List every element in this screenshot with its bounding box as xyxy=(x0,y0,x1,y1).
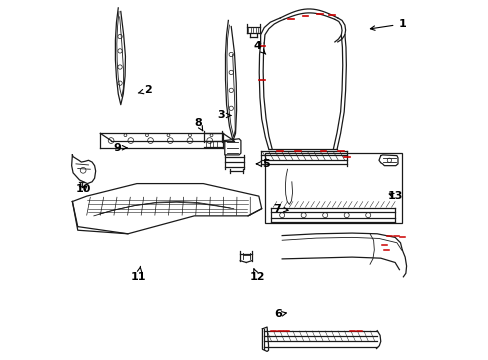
Text: 3: 3 xyxy=(217,111,230,121)
Text: 12: 12 xyxy=(249,269,264,282)
Text: 8: 8 xyxy=(194,118,203,131)
Text: 13: 13 xyxy=(386,191,402,201)
Text: 1: 1 xyxy=(369,19,406,30)
Text: 7: 7 xyxy=(273,204,287,214)
FancyBboxPatch shape xyxy=(265,153,401,223)
Text: 5: 5 xyxy=(256,159,269,169)
Text: 6: 6 xyxy=(274,310,286,319)
Text: 9: 9 xyxy=(113,143,127,153)
Text: 11: 11 xyxy=(131,266,146,282)
Text: 4: 4 xyxy=(253,41,265,54)
Text: 2: 2 xyxy=(138,85,151,95)
Text: 10: 10 xyxy=(76,184,91,194)
